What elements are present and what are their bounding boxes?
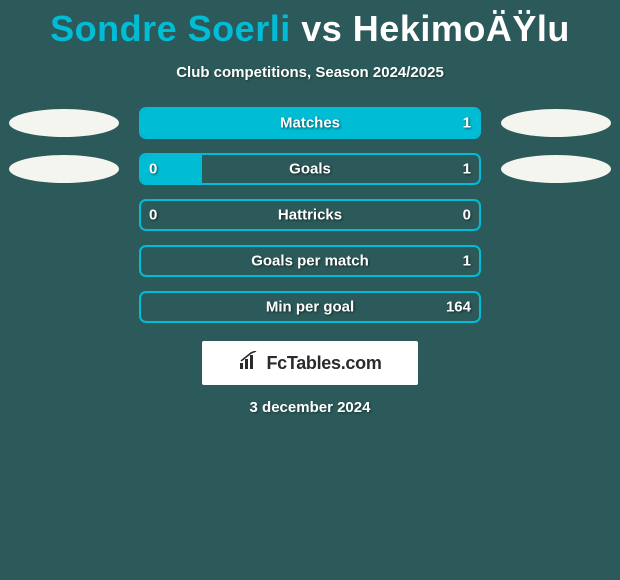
stat-row: 0 Goals 1	[0, 153, 620, 185]
stat-left-value: 0	[149, 207, 157, 224]
stat-right-value: 1	[463, 115, 471, 132]
stat-right-value: 0	[463, 207, 471, 224]
stat-label: Hattricks	[278, 207, 342, 224]
stat-row: Goals per match 1	[0, 245, 620, 277]
oval-placeholder	[9, 293, 119, 321]
player1-name: Sondre Soerli	[50, 8, 291, 49]
player2-oval	[501, 155, 611, 183]
oval-placeholder	[9, 201, 119, 229]
stat-label: Min per goal	[266, 299, 354, 316]
logo-text: FcTables.com	[266, 353, 381, 374]
stat-rows: Matches 1 0 Goals 1 0 Hattricks 0 Goals per matc…	[0, 107, 620, 323]
stat-row: Min per goal 164	[0, 291, 620, 323]
oval-placeholder	[501, 247, 611, 275]
stat-bar: Matches 1	[139, 107, 481, 139]
player2-name: HekimoÄŸlu	[353, 8, 570, 49]
oval-placeholder	[501, 293, 611, 321]
stat-row: 0 Hattricks 0	[0, 199, 620, 231]
subtitle: Club competitions, Season 2024/2025	[176, 64, 444, 81]
player2-oval	[501, 109, 611, 137]
source-logo: FcTables.com	[202, 341, 418, 385]
stat-bar: Min per goal 164	[139, 291, 481, 323]
comparison-widget: Sondre Soerli vs HekimoÄŸlu Club competi…	[0, 0, 620, 416]
stat-bar: 0 Hattricks 0	[139, 199, 481, 231]
stat-bar: 0 Goals 1	[139, 153, 481, 185]
stat-label: Matches	[280, 115, 340, 132]
player1-oval	[9, 155, 119, 183]
stat-bar: Goals per match 1	[139, 245, 481, 277]
stat-row: Matches 1	[0, 107, 620, 139]
chart-icon	[238, 351, 260, 376]
oval-placeholder	[9, 247, 119, 275]
stat-left-value: 0	[149, 161, 157, 178]
stat-right-value: 1	[463, 161, 471, 178]
oval-placeholder	[501, 201, 611, 229]
player1-oval	[9, 109, 119, 137]
date-text: 3 december 2024	[250, 399, 371, 416]
stat-label: Goals per match	[251, 253, 369, 270]
vs-text: vs	[301, 8, 342, 49]
stat-label: Goals	[289, 161, 331, 178]
page-title: Sondre Soerli vs HekimoÄŸlu	[50, 8, 570, 50]
stat-right-value: 164	[446, 299, 471, 316]
stat-right-value: 1	[463, 253, 471, 270]
